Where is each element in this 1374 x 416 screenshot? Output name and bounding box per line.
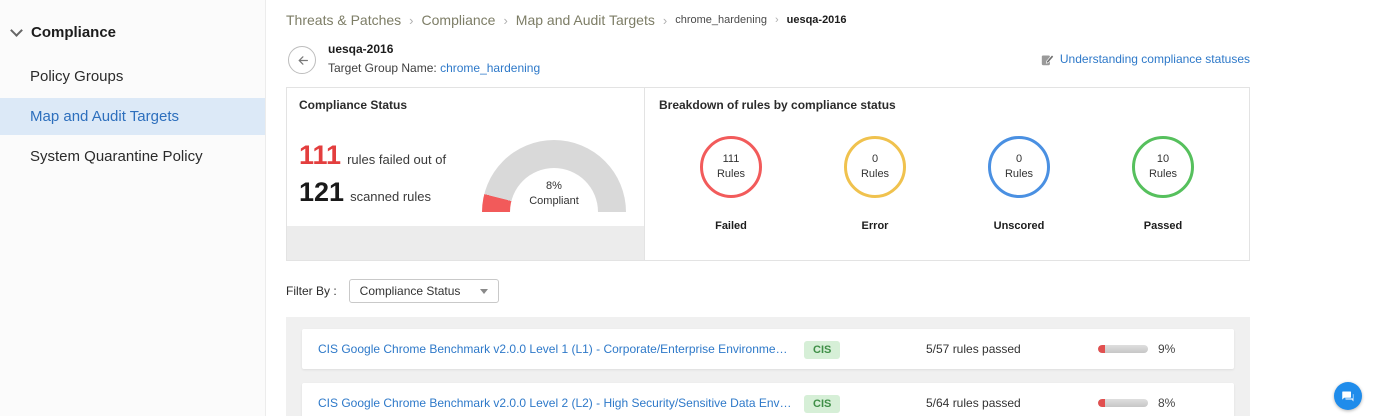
failed-count: 111 xyxy=(299,140,342,170)
compliance-status-section: Compliance Status 111 rules failed out o… xyxy=(287,88,645,260)
error-rules-unit: Rules xyxy=(860,168,890,180)
failed-circle: 111 Rules xyxy=(700,136,762,198)
rules-passed-text: 5/57 rules passed xyxy=(926,342,1021,356)
chevron-down-icon xyxy=(480,288,489,294)
breakdown-item-unscored: 0 Rules Unscored xyxy=(959,136,1079,232)
benchmark-list: CIS Google Chrome Benchmark v2.0.0 Level… xyxy=(286,317,1250,416)
compliance-stats: 111 rules failed out of 121 scanned rule… xyxy=(299,134,482,216)
compliance-status-title: Compliance Status xyxy=(299,98,408,112)
error-rules-count: 0 xyxy=(871,153,879,166)
understanding-statuses-label: Understanding compliance statuses xyxy=(1059,52,1250,66)
breadcrumb-target-group[interactable]: chrome_hardening xyxy=(675,14,767,26)
chat-bubble-icon xyxy=(1341,391,1354,401)
dropdown-selected-value: Compliance Status xyxy=(359,284,461,298)
panel-footer-strip xyxy=(287,226,644,260)
breadcrumb-separator: › xyxy=(409,12,414,28)
breadcrumb-compliance[interactable]: Compliance xyxy=(421,12,496,28)
benchmark-link[interactable]: CIS Google Chrome Benchmark v2.0.0 Level… xyxy=(318,342,792,356)
unscored-label: Unscored xyxy=(993,220,1045,232)
breadcrumb-separator: › xyxy=(662,12,668,28)
unscored-circle: 0 Rules xyxy=(988,136,1050,198)
compliance-percent: 8% xyxy=(1158,396,1176,410)
passed-circle: 10 Rules xyxy=(1132,136,1194,198)
document-edit-icon xyxy=(1041,54,1054,65)
error-circle: 0 Rules xyxy=(844,136,906,198)
compliance-status-dropdown[interactable]: Compliance Status xyxy=(348,279,500,303)
chevron-down-icon xyxy=(10,24,23,37)
page-title: uesqa-2016 xyxy=(328,42,394,56)
breakdown-section: Breakdown of rules by compliance status … xyxy=(645,88,1249,260)
main-content: Threats & Patches › Compliance › Map and… xyxy=(266,0,1374,416)
breadcrumb-threats-patches[interactable]: Threats & Patches xyxy=(286,12,402,28)
failed-label: Failed xyxy=(715,220,747,232)
compliance-gauge-text: 8% Compliant xyxy=(510,179,598,209)
understanding-statuses-link[interactable]: Understanding compliance statuses xyxy=(1041,52,1250,66)
breakdown-title: Breakdown of rules by compliance status xyxy=(659,98,896,112)
target-group-link[interactable]: chrome_hardening xyxy=(440,61,541,75)
filter-row: Filter By : Compliance Status xyxy=(286,279,1250,303)
passed-label: Passed xyxy=(1143,220,1183,232)
target-group-label: Target Group Name: xyxy=(328,61,437,75)
compliance-percent: 9% xyxy=(1158,342,1176,356)
benchmark-row-1[interactable]: CIS Google Chrome Benchmark v2.0.0 Level… xyxy=(302,329,1234,369)
passed-rules-unit: Rules xyxy=(1148,168,1178,180)
passed-rules-count: 10 xyxy=(1156,153,1170,166)
benchmark-link[interactable]: CIS Google Chrome Benchmark v2.0.0 Level… xyxy=(318,396,792,410)
compliance-gauge: 8% Compliant xyxy=(482,140,626,212)
breadcrumb: Threats & Patches › Compliance › Map and… xyxy=(286,8,1250,38)
breadcrumb-separator: › xyxy=(503,12,508,28)
benchmark-row-2[interactable]: CIS Google Chrome Benchmark v2.0.0 Level… xyxy=(302,383,1234,416)
failed-text: rules failed out of xyxy=(347,152,447,167)
filter-by-label: Filter By : xyxy=(286,284,337,298)
compliance-summary-panel: Compliance Status 111 rules failed out o… xyxy=(286,87,1250,261)
failed-rules-unit: Rules xyxy=(716,168,746,180)
breakdown-item-passed: 10 Rules Passed xyxy=(1103,136,1223,232)
failed-rules-count: 111 xyxy=(722,153,740,166)
progress-fill xyxy=(1098,345,1105,353)
scanned-count: 121 xyxy=(299,177,345,207)
sidebar-section-compliance[interactable]: Compliance xyxy=(0,18,265,55)
scanned-text: scanned rules xyxy=(350,189,432,204)
breakdown-item-error: 0 Rules Error xyxy=(815,136,935,232)
progress-fill xyxy=(1098,399,1105,407)
breakdown-circles: 111 Rules Failed 0 Rules Error xyxy=(659,136,1235,232)
cis-badge: CIS xyxy=(804,394,841,413)
sidebar-item-map-and-audit-targets[interactable]: Map and Audit Targets xyxy=(0,98,265,135)
rules-passed-text: 5/64 rules passed xyxy=(926,396,1021,410)
title-block: uesqa-2016 Target Group Name: chrome_har… xyxy=(328,40,540,75)
unscored-rules-count: 0 xyxy=(1015,153,1023,166)
gauge-label: Compliant xyxy=(529,195,579,208)
unscored-rules-unit: Rules xyxy=(1004,168,1034,180)
compliance-progress-bar xyxy=(1098,345,1148,353)
gauge-percent: 8% xyxy=(546,180,562,193)
arrow-left-icon xyxy=(297,55,308,65)
breadcrumb-target: uesqa-2016 xyxy=(786,14,847,26)
error-label: Error xyxy=(861,220,889,232)
sidebar: Compliance Policy Groups Map and Audit T… xyxy=(0,0,266,416)
breadcrumb-separator: › xyxy=(774,14,779,26)
back-button[interactable] xyxy=(288,46,316,74)
breakdown-item-failed: 111 Rules Failed xyxy=(671,136,791,232)
target-group-line: Target Group Name: chrome_hardening xyxy=(328,61,540,75)
sidebar-item-system-quarantine-policy[interactable]: System Quarantine Policy xyxy=(30,148,203,165)
compliance-progress-bar xyxy=(1098,399,1148,407)
sidebar-item-policy-groups[interactable]: Policy Groups xyxy=(30,68,124,85)
cis-badge: CIS xyxy=(804,340,841,359)
sidebar-section-label: Compliance xyxy=(31,24,117,41)
chat-button[interactable] xyxy=(1334,382,1362,410)
page-header: uesqa-2016 Target Group Name: chrome_har… xyxy=(286,40,1250,75)
breadcrumb-map-and-audit-targets[interactable]: Map and Audit Targets xyxy=(515,12,655,28)
